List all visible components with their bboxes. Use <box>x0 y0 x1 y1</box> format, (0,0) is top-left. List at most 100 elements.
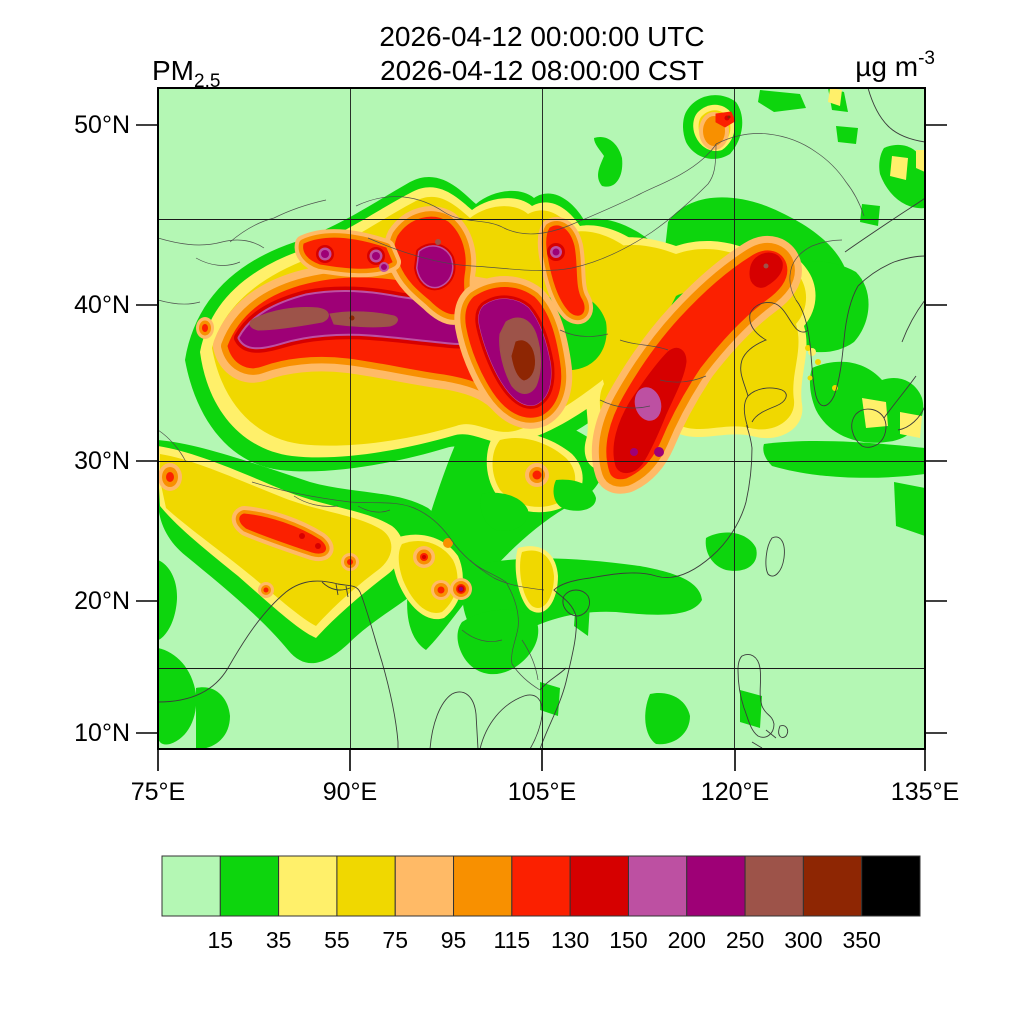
contour-layer-yellow-shape <box>815 359 821 365</box>
contour-layer-green-shape <box>158 648 197 745</box>
contour-layer-lightyellow-shape <box>890 156 908 180</box>
contour-layer-green-shape <box>196 687 230 749</box>
contour-layer-cores-shape <box>763 263 769 269</box>
variable-label: PM2.5 <box>152 55 220 92</box>
contour-layer-cores-shape <box>437 586 445 594</box>
lon-label-75e: 75°E <box>131 778 185 806</box>
country-borders-shape <box>715 133 865 217</box>
contour-layer-cores-shape <box>532 470 542 480</box>
colorbar-swatch-9 <box>686 855 746 917</box>
contour-layer-cores-shape <box>727 115 731 119</box>
coastlines-shape <box>740 302 809 397</box>
coastlines-shape <box>429 691 479 749</box>
country-borders <box>158 133 865 691</box>
colorbar-swatch-5 <box>453 855 513 917</box>
country-borders-shape <box>789 239 843 301</box>
lat-label-20n: 20°N <box>74 587 130 615</box>
contour-layer-cores-shape <box>315 543 321 549</box>
coastlines-shape <box>883 299 925 431</box>
colorbar-swatch-10 <box>744 855 804 917</box>
contour-layer-cores-shape <box>166 472 174 482</box>
contour-layer-cores-shape <box>202 324 208 332</box>
coastlines-shape <box>539 425 753 749</box>
contour-layer-yellow-shape <box>520 550 554 609</box>
contour-layer-green-shape <box>763 441 925 478</box>
colorbar-swatch-8 <box>627 855 688 917</box>
axis-ticks <box>136 124 947 771</box>
colorbar-label-75: 75 <box>382 927 408 953</box>
coastlines-shape <box>562 589 590 617</box>
coastlines-shape <box>321 581 351 598</box>
lon-label-120e: 120°E <box>701 778 769 806</box>
colorbar-swatch-1 <box>219 855 280 917</box>
contour-layer-cores-shape <box>435 239 441 245</box>
contour-layer-cores-shape <box>249 307 329 331</box>
contour-layer-cores-shape <box>749 252 783 288</box>
colorbar-label-55: 55 <box>324 927 350 953</box>
colorbar-label-350: 350 <box>843 927 881 953</box>
country-borders-shape <box>158 237 265 305</box>
country-borders-shape <box>461 629 539 681</box>
contour-layer-cores-shape <box>329 311 398 328</box>
contour-layer-green-shape <box>645 692 690 745</box>
contour-layer-lightyellow-shape <box>900 412 922 438</box>
graticule <box>158 88 925 749</box>
units-label: µg m-3 <box>855 48 935 82</box>
title-line-1: 2026-04-12 00:00:00 UTC <box>379 21 704 52</box>
lon-label-105e: 105°E <box>508 778 576 806</box>
contour-layer-cores-shape <box>372 252 380 260</box>
country-borders-shape <box>293 495 391 513</box>
contour-layer-cores-shape <box>263 587 269 593</box>
contour-layer-cores-shape <box>417 246 452 287</box>
coastlines-shape <box>751 725 789 749</box>
contour-layer-cores-shape <box>299 533 305 539</box>
contour-layer-cores-shape <box>422 555 426 559</box>
lat-label-40n: 40°N <box>74 291 130 319</box>
contour-layer-cores-shape <box>321 250 329 258</box>
lon-label-135e: 135°E <box>891 778 959 806</box>
contour-layer-cores-shape <box>654 447 664 457</box>
country-borders-shape <box>229 199 327 243</box>
contour-layer-green-shape <box>540 682 560 716</box>
coastlines-shape <box>795 285 859 407</box>
country-borders-shape <box>449 537 545 691</box>
colorbar-label-250: 250 <box>726 927 764 953</box>
coastlines-shape <box>737 654 775 738</box>
colorbar-label-15: 15 <box>208 927 234 953</box>
contour-layer-cores-shape <box>552 248 560 256</box>
contour-layer-cores-shape <box>634 387 662 421</box>
colorbar-swatch-11 <box>802 855 863 917</box>
contour-layer-green-shape <box>594 136 623 187</box>
contour-layer-yellow-shape <box>805 345 811 351</box>
lon-label-90e: 90°E <box>323 778 377 806</box>
contour-layer-cores-shape <box>459 587 463 591</box>
contour-layer-green-shape <box>740 690 762 728</box>
title-line-2: 2026-04-12 08:00:00 CST <box>380 55 704 86</box>
contour-layer-cores <box>158 111 802 600</box>
contour-layer-green-shape <box>758 90 806 112</box>
coastlines-shape <box>158 580 399 749</box>
country-borders-shape <box>367 143 717 271</box>
contour-layer-green-shape <box>158 560 178 640</box>
contour-layer-yellow-shape <box>807 375 813 381</box>
contour-layer-cores-shape <box>443 538 453 548</box>
colorbar-label-95: 95 <box>441 927 467 953</box>
colorbar-swatch-0 <box>161 855 221 917</box>
contour-layer-lightyellow-shape <box>828 88 842 106</box>
colorbar-label-35: 35 <box>266 927 292 953</box>
colorbar-swatch-7 <box>569 855 629 917</box>
colorbar-swatch-3 <box>336 855 396 917</box>
colorbar-label-300: 300 <box>784 927 822 953</box>
contour-layer-lightyellow-shape <box>916 150 925 172</box>
contour-layer-cores-shape <box>381 264 387 270</box>
contour-layer-cores-shape <box>347 559 353 565</box>
colorbar: 15 35 55 75 95 115 130 150 200 250 300 350 <box>161 855 921 953</box>
axis-labels: 50°N 40°N 30°N 20°N 10°N 75°E 90°E 105°E… <box>74 111 959 806</box>
contour-layer-lightyellow-shape <box>862 398 888 428</box>
coastlines-shape <box>867 88 925 143</box>
contour-layer-green-shape <box>894 482 925 536</box>
contour-layer-green-over-shape <box>480 492 529 531</box>
colorbar-swatch-4 <box>394 855 455 917</box>
